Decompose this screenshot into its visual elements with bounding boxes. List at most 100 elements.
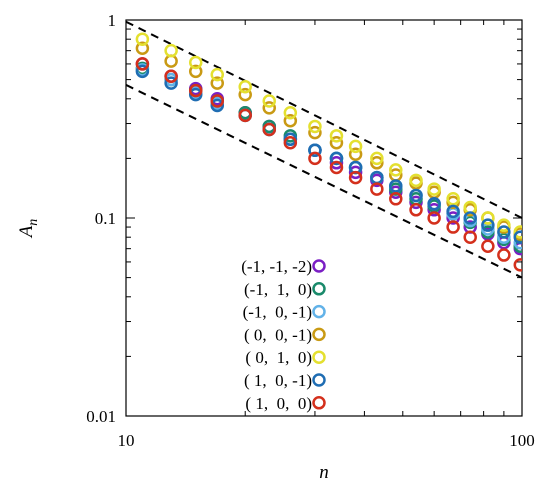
data-point: [210, 94, 225, 108]
data-point: [329, 151, 344, 166]
data-point: [164, 69, 178, 83]
data-point: [188, 64, 203, 79]
y-tick-label: 0.1: [95, 209, 116, 228]
y-axis-label-subscript: n: [26, 219, 41, 226]
legend-marker: [312, 373, 326, 387]
series-group: [135, 64, 522, 244]
data-point: [370, 151, 384, 166]
reference-dashed-line: [126, 84, 522, 279]
data-point: [238, 80, 252, 94]
data-point: [370, 182, 384, 196]
data-point: [446, 204, 460, 219]
series-group: [135, 41, 522, 241]
data-point: [513, 225, 522, 239]
data-point: [463, 230, 477, 244]
legend-label: (-1, -1, -2): [241, 257, 312, 276]
y-axis-label: An: [16, 219, 41, 240]
data-point: [283, 135, 298, 150]
data-point: [210, 67, 225, 82]
data-point: [283, 106, 298, 120]
data-point: [135, 57, 150, 71]
data-point: [427, 197, 441, 211]
data-point: [329, 160, 344, 175]
reference-dashed-line: [126, 20, 522, 219]
data-point: [262, 94, 276, 108]
data-point: [210, 76, 225, 90]
data-point: [188, 55, 203, 70]
legend-label: ( 0, 0, -1): [244, 325, 312, 344]
data-point: [135, 64, 150, 79]
y-axis-label-main: A: [16, 225, 37, 239]
legend-label: ( 0, 1, 0): [245, 348, 312, 367]
data-point: [389, 163, 403, 177]
data-point: [389, 179, 403, 193]
data-point: [463, 211, 477, 225]
data-point: [188, 87, 203, 102]
legend-marker: [312, 304, 326, 319]
data-point: [348, 170, 363, 185]
legend-marker: [312, 282, 326, 296]
legend-marker: [312, 396, 326, 410]
data-point: [446, 192, 460, 206]
data-point: [370, 156, 384, 170]
data-point: [409, 173, 423, 188]
data-point: [497, 225, 511, 239]
data-point: [283, 113, 298, 128]
legend-marker: [312, 259, 326, 273]
x-axis-label: n: [319, 462, 329, 483]
data-point: [262, 101, 276, 115]
data-point: [308, 119, 322, 134]
data-point: [262, 122, 276, 137]
series-group: [135, 57, 522, 272]
legend-label: ( 1, 0, -1): [244, 371, 312, 390]
data-point: [238, 108, 252, 123]
legend-label: (-1, 1, 0): [244, 280, 312, 299]
data-point: [481, 211, 495, 225]
data-point: [446, 220, 460, 234]
legend-marker: [312, 350, 326, 364]
data-point: [188, 83, 203, 98]
data-point: [497, 218, 511, 232]
data-point: [308, 143, 322, 157]
data-point: [348, 165, 363, 180]
data-point: [164, 76, 178, 90]
data-point: [389, 192, 403, 206]
data-point: [348, 139, 363, 154]
data-point: [329, 129, 344, 143]
data-point: [135, 32, 150, 46]
x-tick-label: 100: [509, 431, 535, 450]
data-point: [308, 125, 322, 140]
data-point: [481, 239, 495, 253]
data-point: [497, 248, 511, 262]
legend-label: (-1, 0, -1): [243, 303, 312, 322]
reference-lines: [126, 20, 522, 279]
legend-marker: [312, 327, 326, 342]
data-point: [446, 211, 460, 225]
data-point: [427, 211, 441, 225]
data-point: [513, 258, 522, 272]
axis-ticks: 10 100 0.01 0.1 1: [86, 11, 535, 450]
data-point: [513, 230, 522, 244]
legend: (-1, -1, -2) (-1, 1, 0) (-1, 0, -1) ( 0, 0,…: [241, 257, 326, 413]
x-tick-label: 10: [118, 431, 135, 450]
data-point: [427, 182, 441, 196]
data-point: [238, 87, 252, 102]
data-point: [409, 188, 423, 203]
data-point: [329, 156, 344, 170]
data-points: [135, 32, 522, 272]
data-point: [164, 43, 178, 58]
data-point: [135, 41, 150, 55]
y-axis-label-group: An: [16, 219, 41, 240]
legend-label: ( 1, 0, 0): [245, 394, 312, 413]
series-group: [135, 32, 522, 239]
y-tick-label: 0.01: [86, 407, 116, 426]
y-tick-label: 1: [108, 11, 117, 30]
data-point: [210, 98, 225, 113]
data-point: [308, 151, 322, 166]
data-point: [409, 203, 423, 217]
data-point: [481, 218, 495, 232]
data-point: [329, 135, 344, 150]
data-point: [348, 147, 363, 161]
